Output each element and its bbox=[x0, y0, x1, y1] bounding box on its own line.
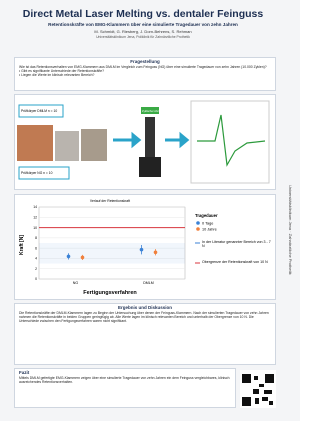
title: Direct Metal Laser Melting vs. dentaler … bbox=[10, 8, 276, 20]
legend-label: In der Literatur genannter Bereich von 3… bbox=[202, 240, 272, 249]
label: Prüfkörper NG n = 10 bbox=[21, 171, 53, 175]
subtitle: Retentionskräfte von EMG-Klammern über e… bbox=[10, 22, 276, 27]
point bbox=[81, 256, 85, 260]
legend-label: 0 Tage bbox=[202, 222, 213, 226]
y-tick-label: 8 bbox=[35, 236, 37, 240]
y-tick-label: 6 bbox=[35, 246, 37, 250]
y-tick-label: 10 bbox=[33, 226, 37, 230]
item: • Liegen die Werte im klinisch relevante… bbox=[15, 73, 275, 77]
point bbox=[154, 250, 158, 254]
y-tick-label: 4 bbox=[35, 257, 37, 261]
sample-image bbox=[81, 129, 107, 161]
header: Direct Metal Laser Melting vs. dentaler … bbox=[10, 8, 276, 39]
arrow bbox=[165, 135, 187, 145]
conclusion-box: Fazit Mittels DMLM gefertigte EMG-Klamme… bbox=[14, 368, 236, 408]
x-tick-label: DMLM bbox=[143, 281, 154, 285]
label: Prüfkörper DMLM n = 10 bbox=[21, 109, 57, 113]
results-box: Ergebnis und Diskussion Die Retentionskr… bbox=[14, 303, 276, 365]
methods-box: Prüfkörper DMLM n = 10 Prüfkörper NG n =… bbox=[14, 94, 276, 190]
sample-image bbox=[55, 131, 79, 161]
x-label: Fertigungsverfahren bbox=[83, 290, 137, 296]
legend-label-box: Obergrenze der Retentionskraft von 10 N bbox=[202, 260, 272, 274]
authors: M. Schmidt, G. Riesberg, J. Dorn-Behrens… bbox=[10, 29, 276, 34]
question-box: Fragestellung Wie ist das Retentionsverh… bbox=[14, 57, 276, 91]
y-tick-label: 14 bbox=[33, 205, 37, 209]
y-tick-label: 2 bbox=[35, 267, 37, 271]
legend-label-box: In der Literatur genannter Bereich von 3… bbox=[202, 240, 272, 254]
heading: Fragestellung bbox=[15, 59, 275, 64]
y-tick-label: 0 bbox=[35, 277, 37, 281]
legend-marker bbox=[196, 227, 200, 231]
side-text: Universitätsklinikum Jena · Zahnärztlich… bbox=[281, 60, 293, 400]
methods-figure: Prüfkörper DMLM n = 10 Prüfkörper NG n =… bbox=[15, 95, 275, 189]
label: Zyklischer Abzugsversuch bbox=[142, 109, 173, 113]
text: Die Retentionskräfte der DMLM-Klammern l… bbox=[15, 311, 275, 324]
point bbox=[67, 255, 71, 259]
heading: Ergebnis und Diskussion bbox=[15, 305, 275, 310]
x-tick-label: NG bbox=[73, 281, 79, 285]
machine-image bbox=[139, 157, 161, 177]
sample-image bbox=[17, 125, 53, 161]
poster: Direct Metal Laser Melting vs. dentaler … bbox=[0, 0, 300, 421]
text: Mittels DMLM gefertigte EMG-Klammern zei… bbox=[15, 376, 235, 384]
machine-image bbox=[145, 117, 155, 157]
legend-label: Obergrenze der Retentionskraft von 10 N bbox=[202, 260, 272, 264]
heading: Fazit bbox=[15, 370, 235, 375]
affiliation: Universitätsklinikum Jena, Poliklinik fü… bbox=[10, 35, 276, 39]
point bbox=[140, 248, 144, 252]
y-label: Kraft [N] bbox=[19, 235, 25, 255]
chart-title: Verlauf der Retentionskraft bbox=[90, 199, 130, 203]
arrow bbox=[113, 135, 139, 145]
chart: Verlauf der Retentionskraft Fertigungsve… bbox=[15, 195, 275, 299]
legend-label: 10 Jahre bbox=[202, 228, 217, 232]
legend-marker bbox=[196, 221, 200, 225]
reference-band bbox=[39, 243, 185, 264]
chart-box: Verlauf der Retentionskraft Fertigungsve… bbox=[14, 194, 276, 300]
item-text: Liegen die Werte im klinisch relevanten … bbox=[21, 73, 94, 77]
qr-code[interactable] bbox=[240, 370, 276, 408]
legend-title: Tragedauer bbox=[195, 213, 218, 218]
y-tick-label: 12 bbox=[33, 215, 37, 219]
